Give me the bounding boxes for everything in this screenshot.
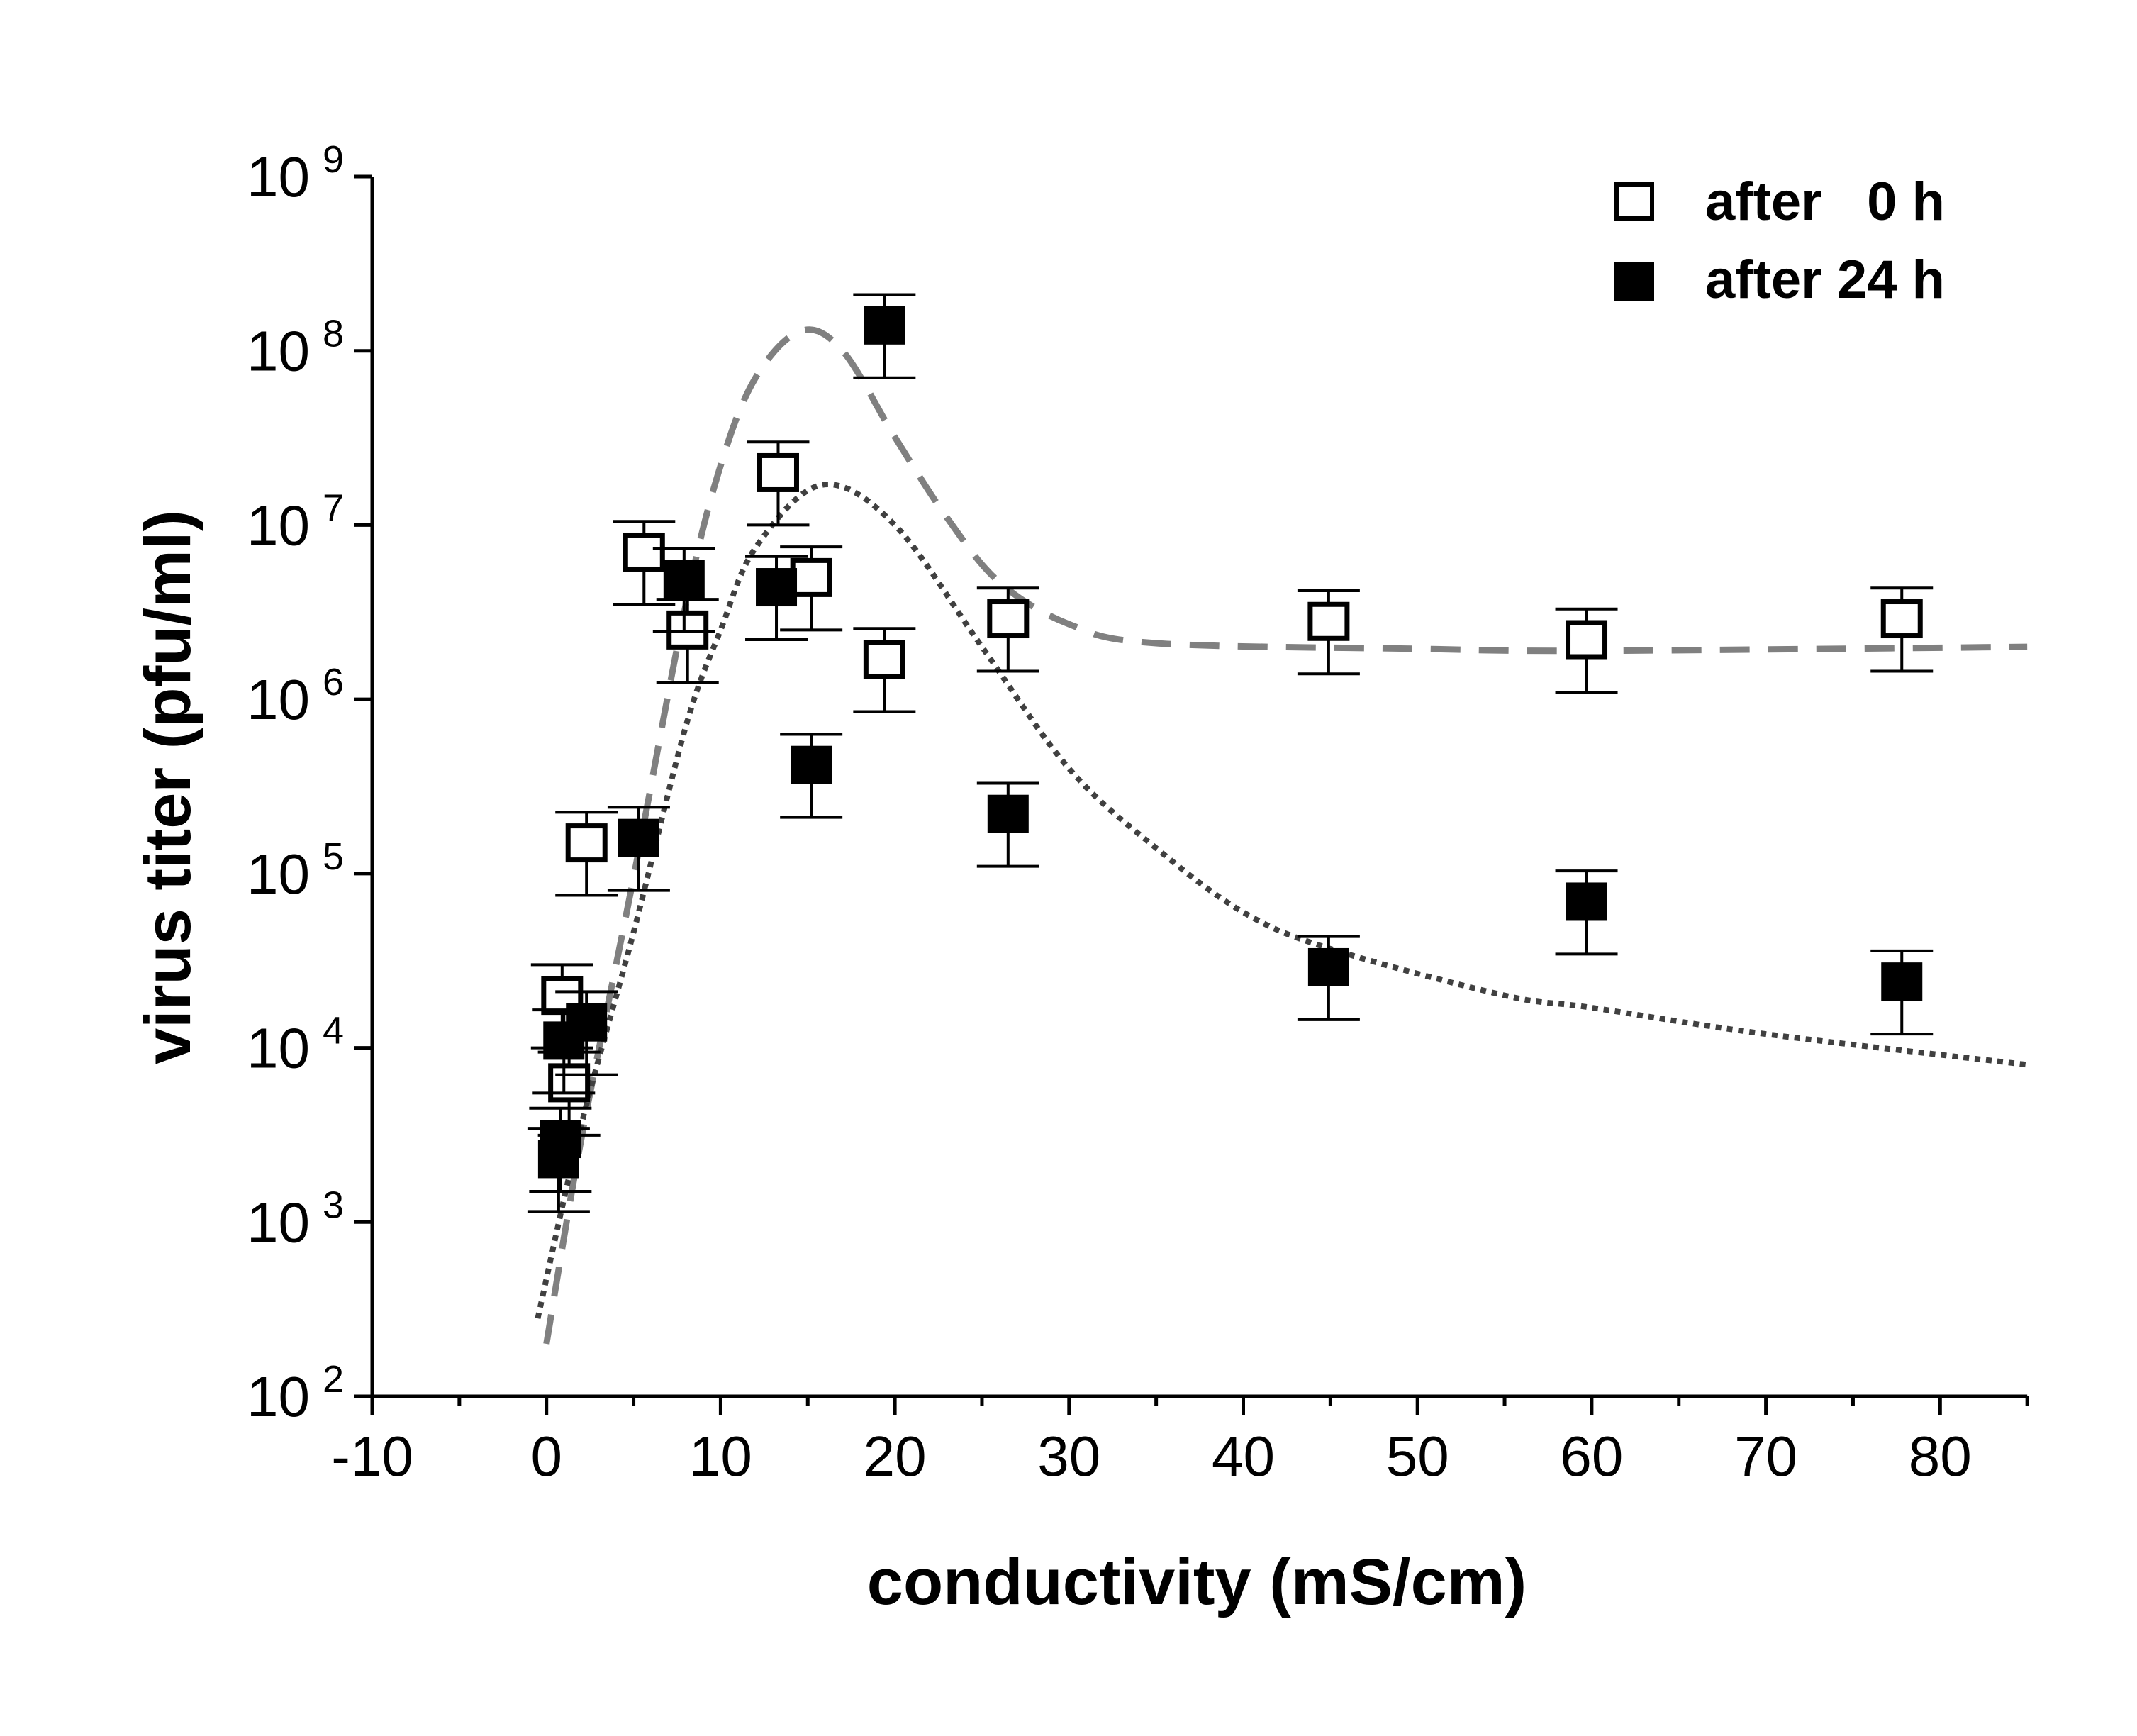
y-tick-label: 10 6 xyxy=(247,661,344,731)
legend-marker-open-square xyxy=(1614,182,1654,221)
legend-label-24h: after 24 h xyxy=(1705,250,1945,310)
y-tick-label: 10 8 xyxy=(247,313,344,383)
data-point-0h xyxy=(656,598,719,684)
marker-open-square xyxy=(790,557,832,597)
data-point-0h xyxy=(1297,589,1360,676)
marker-open-square xyxy=(1566,620,1608,660)
y-tick-label: 10 5 xyxy=(247,835,344,906)
marker-filled-square xyxy=(540,1120,581,1159)
data-point-24h xyxy=(745,555,808,642)
x-tick-label: 80 xyxy=(1909,1425,1972,1488)
y-tick-label: 10 7 xyxy=(247,486,344,557)
data-point-0h xyxy=(1870,586,1934,673)
y-tick-label: 10 2 xyxy=(247,1358,344,1428)
fit-curve-24h xyxy=(535,482,2028,1320)
marker-open-square xyxy=(1880,599,1923,639)
x-tick-label: 50 xyxy=(1386,1425,1449,1488)
x-tick-label: 10 xyxy=(689,1425,752,1488)
legend: after 0 h after 24 h xyxy=(1614,172,1945,310)
marker-filled-square xyxy=(618,818,659,857)
marker-filled-square xyxy=(987,794,1029,833)
y-tick-label: 10 4 xyxy=(247,1010,344,1080)
data-point-0h xyxy=(747,440,810,527)
marker-open-square xyxy=(1307,601,1350,641)
y-tick-label: 10 9 xyxy=(247,138,344,208)
data-point-0h xyxy=(613,520,676,606)
x-tick-label: 60 xyxy=(1560,1425,1623,1488)
data-point-24h xyxy=(607,806,670,892)
data-point-24h xyxy=(529,1106,592,1194)
marker-filled-square xyxy=(663,560,705,599)
data-points xyxy=(527,293,1934,1213)
marker-filled-square xyxy=(1881,962,1923,1001)
x-tick-label: 70 xyxy=(1734,1425,1797,1488)
data-point-0h xyxy=(1555,607,1618,694)
data-point-24h xyxy=(1555,869,1618,956)
data-point-24h xyxy=(555,990,618,1076)
data-point-24h xyxy=(976,781,1039,868)
marker-filled-square xyxy=(791,745,832,784)
marker-open-square xyxy=(757,452,799,492)
data-point-24h xyxy=(780,733,843,819)
x-tick-label: 30 xyxy=(1037,1425,1100,1488)
data-point-0h xyxy=(853,627,916,713)
x-tick-label: 0 xyxy=(530,1425,562,1488)
y-axis-label: virus titer (pfu/ml) xyxy=(132,510,204,1064)
data-point-24h xyxy=(652,547,715,633)
marker-open-square xyxy=(623,532,665,572)
legend-marker-filled-square xyxy=(1614,262,1654,301)
legend-label-0h: after 0 h xyxy=(1705,172,1945,232)
y-tick-label: 10 3 xyxy=(247,1184,344,1254)
data-point-24h xyxy=(853,293,916,379)
marker-filled-square xyxy=(756,568,798,607)
fit-curves xyxy=(535,326,2028,1345)
marker-open-square xyxy=(565,823,608,863)
data-point-0h xyxy=(555,811,618,897)
x-tick-label: 40 xyxy=(1212,1425,1275,1488)
marker-filled-square xyxy=(1307,947,1349,986)
data-point-24h xyxy=(1870,949,1934,1036)
marker-open-square xyxy=(548,1063,591,1103)
marker-open-square xyxy=(666,610,709,650)
x-tick-label: 20 xyxy=(864,1425,927,1488)
data-point-24h xyxy=(1297,935,1360,1021)
marker-filled-square xyxy=(566,1003,608,1042)
marker-open-square xyxy=(987,599,1030,639)
marker-filled-square xyxy=(1566,882,1607,921)
data-point-0h xyxy=(976,586,1039,673)
x-axis-label: conductivity (mS/cm) xyxy=(867,1546,1527,1618)
marker-open-square xyxy=(863,640,905,679)
fit-curve-0h xyxy=(543,326,2028,1345)
marker-filled-square xyxy=(864,306,905,345)
x-tick-label: -10 xyxy=(331,1425,413,1488)
